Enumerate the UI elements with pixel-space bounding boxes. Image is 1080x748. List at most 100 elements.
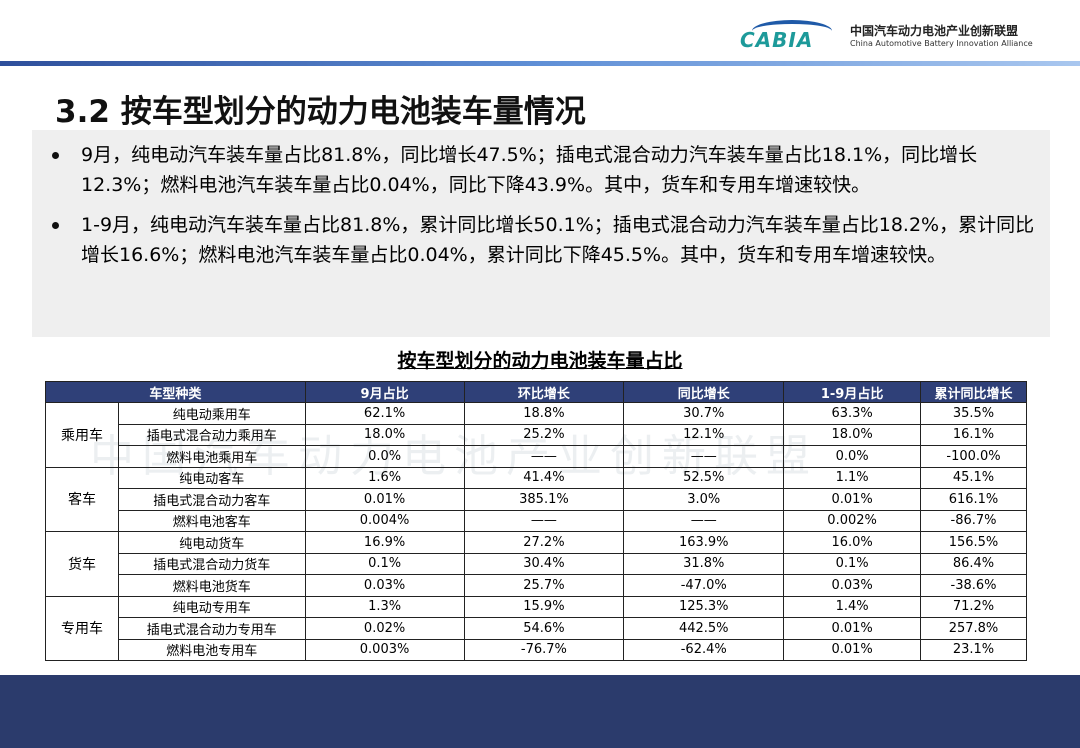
value-cell: -62.4% <box>623 638 785 661</box>
value-cell: 0.003% <box>304 638 465 661</box>
battery-share-table: 车型种类 9月占比 环比增长 同比增长 1-9月占比 累计同比增长 乘用车 纯电动乘用车 62… <box>45 381 1027 661</box>
value-cell: 0.0% <box>783 445 922 468</box>
value-cell: —— <box>463 509 625 532</box>
header-divider <box>0 61 1080 66</box>
vehicle-type-cell: 纯电动专用车 <box>117 595 306 618</box>
bullet-item: 9月，纯电动汽车装车量占比81.8%，同比增长47.5%；插电式混合动力汽车装车… <box>52 140 1040 200</box>
value-cell: 1.3% <box>304 595 465 618</box>
vehicle-type-cell: 燃料电池货车 <box>117 574 306 597</box>
value-cell: 52.5% <box>623 466 785 489</box>
table-row: 燃料电池货车 0.03% 25.7% -47.0% 0.03% -38.6% <box>46 574 1027 597</box>
vehicle-type-cell: 燃料电池专用车 <box>117 638 306 661</box>
category-cell: 专用车 <box>45 595 119 661</box>
vehicle-type-cell: 纯电动客车 <box>117 466 306 489</box>
value-cell: 18.0% <box>783 423 922 446</box>
vehicle-type-cell: 插电式混合动力客车 <box>117 488 306 511</box>
value-cell: 45.1% <box>920 466 1027 489</box>
value-cell: 0.03% <box>783 574 922 597</box>
value-cell: 0.0% <box>304 445 465 468</box>
value-cell: 0.01% <box>304 488 465 511</box>
table-row: 插电式混合动力货车 0.1% 30.4% 31.8% 0.1% 86.4% <box>46 552 1027 575</box>
value-cell: 0.002% <box>783 509 922 532</box>
org-name-cn: 中国汽车动力电池产业创新联盟 <box>850 24 1019 38</box>
value-cell: 27.2% <box>463 531 625 554</box>
value-cell: 30.7% <box>623 402 785 425</box>
value-cell: 86.4% <box>920 552 1027 575</box>
bullet-dot-icon <box>52 222 59 229</box>
header-cell: 9月占比 <box>304 381 465 403</box>
table-row: 货车 纯电动货车 16.9% 27.2% 163.9% 16.0% 156.5% <box>45 531 1027 597</box>
value-cell: 71.2% <box>920 595 1027 618</box>
value-cell: 62.1% <box>304 402 465 425</box>
table-row: 插电式混合动力专用车 0.02% 54.6% 442.5% 0.01% 257.8% <box>46 617 1027 640</box>
value-cell: 41.4% <box>463 466 625 489</box>
value-cell: 1.1% <box>783 466 922 489</box>
value-cell: 25.2% <box>463 423 625 446</box>
footer-band <box>0 675 1080 748</box>
table-row: 燃料电池乘用车 0.0% —— —— 0.0% -100.0% <box>46 445 1027 468</box>
value-cell: 0.01% <box>783 638 922 661</box>
value-cell: 442.5% <box>623 617 785 640</box>
value-cell: 35.5% <box>920 402 1027 425</box>
value-cell: -38.6% <box>920 574 1027 597</box>
value-cell: -47.0% <box>623 574 785 597</box>
category-cell: 乘用车 <box>45 402 119 468</box>
table-title: 按车型划分的动力电池装车量占比 <box>397 350 683 372</box>
value-cell: 1.6% <box>304 466 465 489</box>
value-cell: 12.1% <box>623 423 785 446</box>
org-name-en: China Automotive Battery Innovation Alli… <box>850 39 1033 48</box>
table-row: 燃料电池客车 0.004% —— —— 0.002% -86.7% <box>46 509 1027 532</box>
value-cell: 0.1% <box>304 552 465 575</box>
value-cell: 16.9% <box>304 531 465 554</box>
bullet-item: 1-9月，纯电动汽车装车量占比81.8%，累计同比增长50.1%；插电式混合动力… <box>52 210 1040 270</box>
value-cell: 616.1% <box>920 488 1027 511</box>
value-cell: 1.4% <box>783 595 922 618</box>
value-cell: —— <box>623 509 785 532</box>
value-cell: 0.03% <box>304 574 465 597</box>
value-cell: 0.1% <box>783 552 922 575</box>
bullet-dot-icon <box>52 152 59 159</box>
slide-title: 3.2 按车型划分的动力电池装车量情况 <box>55 94 586 130</box>
value-cell: 30.4% <box>463 552 625 575</box>
table-header-row: 车型种类 9月占比 环比增长 同比增长 1-9月占比 累计同比增长 <box>45 381 1027 403</box>
value-cell: 3.0% <box>623 488 785 511</box>
vehicle-type-cell: 插电式混合动力货车 <box>117 552 306 575</box>
header-cell: 同比增长 <box>623 381 785 403</box>
value-cell: 31.8% <box>623 552 785 575</box>
table-row: 客车 纯电动客车 1.6% 41.4% 52.5% 1.1% 45.1% <box>45 466 1027 532</box>
table-row: 燃料电池专用车 0.003% -76.7% -62.4% 0.01% 23.1% <box>46 638 1027 661</box>
header-cell: 环比增长 <box>463 381 625 403</box>
vehicle-type-cell: 纯电动乘用车 <box>117 402 306 425</box>
vehicle-type-cell: 燃料电池客车 <box>117 509 306 532</box>
value-cell: 163.9% <box>623 531 785 554</box>
table-row: 插电式混合动力客车 0.01% 385.1% 3.0% 0.01% 616.1% <box>46 488 1027 511</box>
value-cell: 16.1% <box>920 423 1027 446</box>
value-cell: -100.0% <box>920 445 1027 468</box>
value-cell: 25.7% <box>463 574 625 597</box>
value-cell: 385.1% <box>463 488 625 511</box>
table-row: 乘用车 纯电动乘用车 62.1% 18.8% 30.7% 63.3% 35.5% <box>45 402 1027 468</box>
vehicle-type-cell: 插电式混合动力乘用车 <box>117 423 306 446</box>
value-cell: 0.004% <box>304 509 465 532</box>
value-cell: 23.1% <box>920 638 1027 661</box>
header-cell: 车型种类 <box>45 381 306 403</box>
category-cell: 客车 <box>45 466 119 532</box>
vehicle-type-cell: 插电式混合动力专用车 <box>117 617 306 640</box>
vehicle-type-cell: 燃料电池乘用车 <box>117 445 306 468</box>
cabia-logo: CABIA 中国汽车动力电池产业创新联盟 China Automotive Ba… <box>740 18 1033 52</box>
value-cell: 54.6% <box>463 617 625 640</box>
value-cell: 125.3% <box>623 595 785 618</box>
value-cell: 0.02% <box>304 617 465 640</box>
value-cell: 0.01% <box>783 488 922 511</box>
value-cell: —— <box>623 445 785 468</box>
header-cell: 1-9月占比 <box>783 381 922 403</box>
header-cell: 累计同比增长 <box>920 381 1027 403</box>
category-cell: 货车 <box>45 531 119 597</box>
table-row: 插电式混合动力乘用车 18.0% 25.2% 12.1% 18.0% 16.1% <box>46 423 1027 446</box>
value-cell: —— <box>463 445 625 468</box>
value-cell: 257.8% <box>920 617 1027 640</box>
value-cell: 16.0% <box>783 531 922 554</box>
value-cell: 18.0% <box>304 423 465 446</box>
value-cell: 0.01% <box>783 617 922 640</box>
value-cell: 18.8% <box>463 402 625 425</box>
